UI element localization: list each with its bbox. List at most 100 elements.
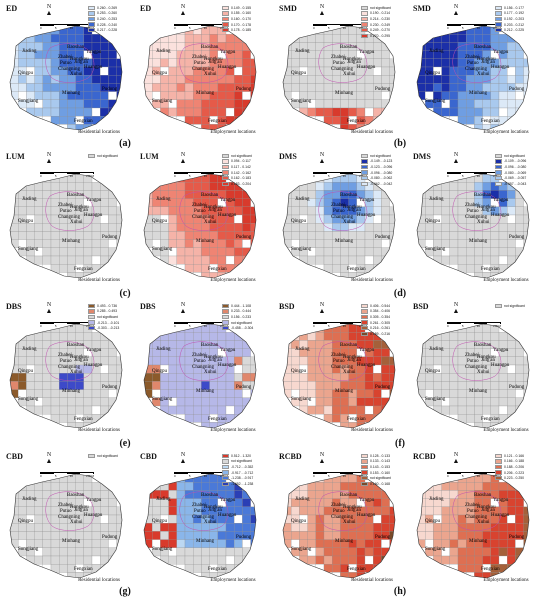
grid-cell bbox=[315, 75, 325, 84]
district-label: Putuo bbox=[333, 61, 345, 66]
legend-swatch bbox=[361, 325, 368, 331]
grid-cell bbox=[466, 264, 475, 273]
grid-cell bbox=[193, 482, 202, 491]
grid-cell bbox=[168, 83, 177, 92]
legend-label: -0.303 - -0.213 bbox=[97, 326, 120, 331]
grid-cell bbox=[482, 99, 491, 109]
grid-cell bbox=[234, 223, 243, 232]
grid-cell bbox=[34, 214, 43, 224]
district-label: Baoshan bbox=[474, 45, 492, 50]
grid-cell bbox=[482, 332, 491, 341]
legend-swatch bbox=[88, 11, 95, 16]
map-legend: 0.406 - 0.544 0.354 - 0.406 0.305 - 0.354 0… bbox=[361, 303, 411, 337]
grid-cell bbox=[168, 506, 177, 516]
grid-cell bbox=[323, 206, 333, 216]
district-label: Qingpu bbox=[425, 369, 441, 374]
grid-cell bbox=[34, 514, 43, 524]
panel-title: RCBD bbox=[413, 452, 436, 461]
legend-label: 0.159 - 0.216 bbox=[370, 331, 390, 336]
grid-cell bbox=[474, 555, 483, 565]
panel-title: ED bbox=[6, 4, 18, 13]
grid-cell bbox=[42, 223, 52, 232]
grid-cell bbox=[50, 340, 60, 349]
grid-cell bbox=[348, 547, 357, 557]
legend-label: -0.080 - -0.069 bbox=[504, 170, 527, 175]
legend-swatch bbox=[361, 309, 368, 314]
grid-cell bbox=[315, 231, 325, 240]
legend-entry: not significant bbox=[495, 303, 545, 309]
legend-swatch bbox=[495, 16, 502, 22]
district-label: Changning bbox=[331, 515, 353, 520]
grid-cell bbox=[201, 182, 210, 191]
grid-cell bbox=[91, 397, 101, 407]
grid-cell bbox=[10, 340, 19, 349]
district-label: Songjiang bbox=[425, 247, 446, 252]
grid-cell bbox=[307, 58, 316, 68]
legend-entry: -0.712 - -0.352 bbox=[222, 464, 272, 470]
grid-cell bbox=[449, 506, 459, 516]
district-label: Huangpu bbox=[357, 213, 376, 218]
legend-entry: -0.080 - -0.069 bbox=[495, 170, 545, 176]
grid-cell bbox=[449, 231, 459, 240]
grid-cell bbox=[299, 531, 308, 540]
district-label: Jiading bbox=[156, 497, 171, 502]
grid-cell bbox=[507, 397, 516, 407]
grid-cell bbox=[10, 198, 19, 207]
legend-entry: 0.153 - 0.160 bbox=[361, 470, 411, 476]
grid-cell bbox=[449, 255, 459, 265]
grid-cell bbox=[515, 539, 524, 548]
grid-cell bbox=[381, 405, 390, 415]
grid-cell bbox=[42, 214, 52, 224]
grid-cell bbox=[307, 231, 316, 240]
grid-cell bbox=[42, 255, 52, 265]
legend-entry: 0.160 - 0.168 bbox=[361, 481, 411, 487]
grid-cell bbox=[457, 75, 467, 84]
legend-label: -0.062 - -0.042 bbox=[370, 181, 393, 186]
grid-cell bbox=[160, 373, 169, 382]
grid-cell bbox=[91, 555, 101, 565]
grid-cell bbox=[144, 239, 153, 248]
grid-cell bbox=[234, 340, 243, 349]
district-label: Baoshan bbox=[201, 493, 219, 498]
district-label: Fengxian bbox=[74, 267, 93, 272]
grid-cell bbox=[299, 206, 308, 216]
legend-swatch bbox=[222, 16, 229, 22]
grid-cell bbox=[160, 223, 169, 232]
inner-ring-road bbox=[179, 191, 229, 231]
north-label: N bbox=[180, 302, 186, 308]
grid-cell bbox=[59, 547, 68, 557]
grid-cell bbox=[176, 75, 186, 84]
legend-entry: -0.096 - -0.080 bbox=[361, 170, 411, 176]
grid-cell bbox=[144, 373, 153, 382]
grid-cell bbox=[10, 498, 19, 507]
north-arrow-icon: N ▲ bbox=[44, 4, 54, 17]
grid-cell bbox=[332, 547, 341, 557]
grid-cell bbox=[176, 332, 186, 341]
grid-cell bbox=[307, 523, 316, 532]
grid-cell bbox=[381, 255, 390, 265]
grid-cell bbox=[144, 389, 153, 398]
grid-cell bbox=[144, 75, 153, 84]
district-label: Yangpu bbox=[220, 498, 236, 503]
grid-cell bbox=[307, 514, 316, 524]
district-label: Changning bbox=[192, 365, 214, 370]
grid-cell bbox=[381, 389, 390, 398]
grid-cell bbox=[242, 255, 251, 265]
grid-cell bbox=[441, 83, 450, 92]
grid-cell bbox=[59, 116, 68, 125]
grid-cell bbox=[160, 58, 169, 68]
grid-cell bbox=[433, 381, 442, 390]
grid-cell bbox=[152, 356, 161, 366]
grid-cell bbox=[425, 223, 434, 232]
grid-cell bbox=[433, 482, 442, 491]
grid-cell bbox=[184, 397, 194, 407]
grid-cell bbox=[42, 381, 52, 390]
grid-cell bbox=[83, 239, 93, 248]
district-label: Jing'an bbox=[74, 358, 88, 363]
grid-cell bbox=[315, 539, 325, 548]
grid-cell bbox=[184, 231, 194, 240]
map-legend: 0.444 - 1.108 0.233 - 0.444 0.156 - 0.233 n… bbox=[222, 303, 272, 331]
grid-cell bbox=[507, 389, 516, 398]
grid-cell bbox=[449, 397, 459, 407]
grid-cell bbox=[291, 373, 300, 382]
